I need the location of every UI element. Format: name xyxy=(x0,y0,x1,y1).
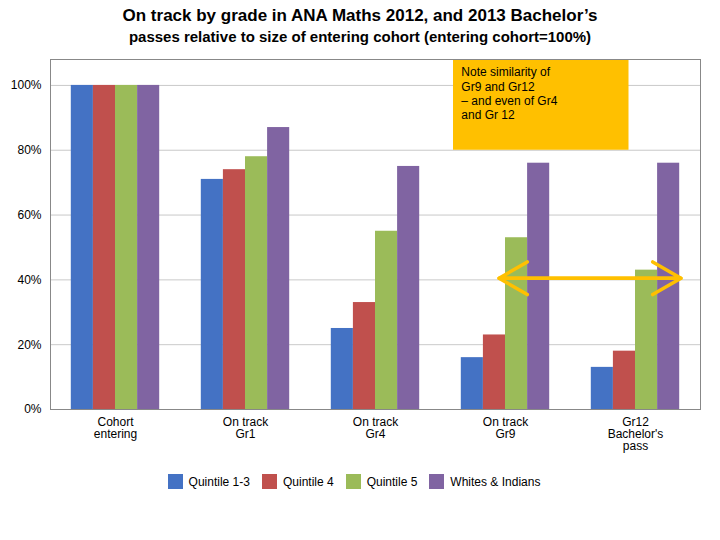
svg-text:40%: 40% xyxy=(17,273,41,287)
html-text:passes relative to size of ent: passes relative to size of entering coho… xyxy=(128,28,592,45)
svg-text:20%: 20% xyxy=(17,338,41,352)
svg-text:80%: 80% xyxy=(17,143,41,157)
svg-text:0%: 0% xyxy=(24,402,42,416)
html-text:Quintile 1-3: Quintile 1-3 xyxy=(188,474,250,489)
svg-text:On trackGr9: On trackGr9 xyxy=(483,415,529,441)
html-text:Whites & Indians: Whites & Indians xyxy=(450,474,541,489)
html-text:On track by grade in ANA Maths: On track by grade in ANA Maths 2012, and… xyxy=(122,6,598,25)
svg-text:60%: 60% xyxy=(17,208,41,222)
svg-text:Gr12Bachelor'spass: Gr12Bachelor'spass xyxy=(608,415,664,453)
svg-text:100%: 100% xyxy=(11,78,42,92)
html-text:Quintile 4: Quintile 4 xyxy=(283,474,334,489)
html-text:Quintile 5: Quintile 5 xyxy=(366,474,418,489)
svg-text:Cohortentering: Cohortentering xyxy=(94,415,137,441)
svg-text:Note similarity ofGr9 and Gr12: Note similarity ofGr9 and Gr12– and even… xyxy=(461,65,557,122)
svg-text:On trackGr4: On trackGr4 xyxy=(353,415,399,441)
svg-text:On trackGr1: On trackGr1 xyxy=(223,415,269,441)
